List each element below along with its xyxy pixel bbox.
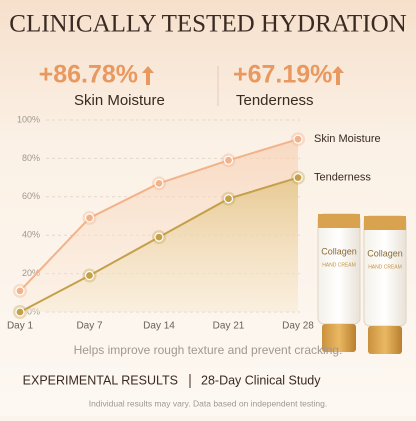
stat-value: +67.19% <box>233 61 332 89</box>
point <box>293 134 303 144</box>
point <box>223 194 234 204</box>
y-tick-label: 80% <box>22 153 40 163</box>
footer-left: EXPERIMENTAL RESULTS <box>23 373 178 387</box>
tube-crimp <box>364 216 406 230</box>
product-name: HAND CREAM <box>368 264 402 270</box>
title: CLINICALLY TESTED HYDRATION <box>9 11 406 38</box>
point <box>293 173 303 183</box>
tube <box>317 213 361 325</box>
y-tick-label: 60% <box>22 191 40 201</box>
point <box>15 307 25 317</box>
point <box>154 178 164 188</box>
stat-value: +86.78% <box>39 61 138 89</box>
tube <box>363 215 407 327</box>
product-name: HAND CREAM <box>322 262 356 268</box>
point <box>15 286 25 296</box>
y-tick-label: 20% <box>22 268 40 278</box>
series-label: Tenderness <box>314 172 371 184</box>
tube-cap <box>322 324 356 352</box>
point <box>223 155 234 165</box>
product: Collagen HAND CREAM Collagen HAND CREAM <box>317 213 407 354</box>
caption: Helps improve rough texture and prevent … <box>74 343 343 357</box>
note: Individual results may vary. Data based … <box>89 398 327 408</box>
brand: Collagen <box>367 248 403 258</box>
tube-cap <box>368 326 402 354</box>
point <box>84 270 95 281</box>
x-tick-label: Day 14 <box>143 321 175 332</box>
x-tick-label: Day 28 <box>282 321 314 332</box>
y-tick-label: 100% <box>17 114 40 124</box>
footer-right: 28-Day Clinical Study <box>201 373 321 387</box>
y-tick-label: 40% <box>22 230 40 240</box>
stat-label: Tenderness <box>236 92 314 109</box>
series-label: Skin Moisture <box>314 133 381 145</box>
tube-crimp <box>318 214 360 228</box>
point <box>154 232 164 242</box>
x-tick-label: Day 21 <box>213 321 245 332</box>
x-tick-label: Day 1 <box>7 321 34 332</box>
point <box>84 213 95 223</box>
up-arrow <box>332 66 344 85</box>
up-arrow <box>142 66 154 85</box>
brand: Collagen <box>321 246 357 256</box>
x-tick-label: Day 7 <box>76 321 103 332</box>
stat-label: Skin Moisture <box>74 92 165 109</box>
